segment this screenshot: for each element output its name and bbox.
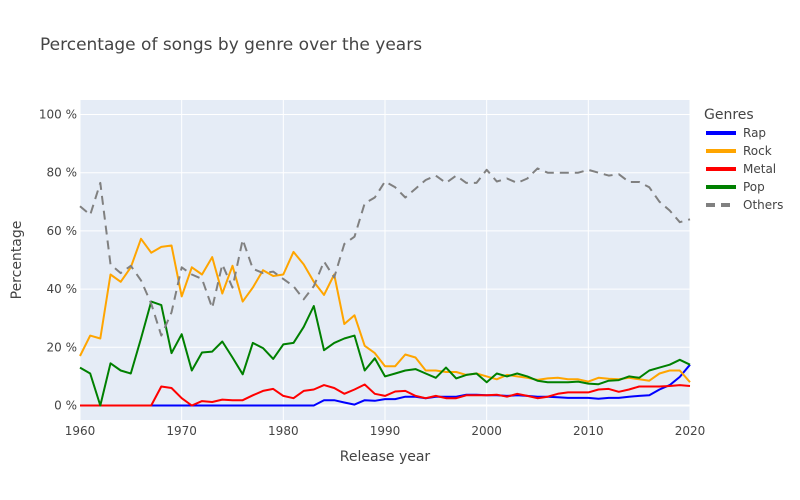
y-axis: 0 % 20 % 40 % 60 % 80 % 100 % xyxy=(39,108,77,413)
legend-item-metal[interactable]: Metal xyxy=(706,162,776,176)
x-tick-label: 2010 xyxy=(573,424,604,438)
x-tick-label: 1990 xyxy=(370,424,401,438)
legend-label: Rap xyxy=(743,126,766,140)
y-tick-label: 40 % xyxy=(47,282,78,296)
y-axis-title: Percentage xyxy=(9,221,25,300)
y-tick-label: 20 % xyxy=(47,340,78,354)
x-tick-label: 1960 xyxy=(65,424,96,438)
legend-label: Pop xyxy=(743,180,765,194)
legend-label: Rock xyxy=(743,144,772,158)
legend: Rap Rock Metal Pop Others xyxy=(706,126,783,212)
x-tick-label: 2020 xyxy=(675,424,706,438)
series-line-metal[interactable] xyxy=(80,383,691,407)
x-tick-label: 1970 xyxy=(166,424,197,438)
series-line-pop[interactable] xyxy=(79,300,691,407)
x-axis-title: Release year xyxy=(340,449,431,465)
x-tick-label: 2000 xyxy=(471,424,502,438)
legend-item-rap[interactable]: Rap xyxy=(706,126,766,140)
series-line-others[interactable] xyxy=(79,167,691,337)
legend-title[interactable]: Genres xyxy=(704,107,754,123)
legend-item-pop[interactable]: Pop xyxy=(706,180,765,194)
x-axis: 1960 1970 1980 1990 2000 2010 2020 xyxy=(65,424,706,438)
legend-label: Others xyxy=(743,198,783,212)
legend-label: Metal xyxy=(743,162,776,176)
y-tick-label: 80 % xyxy=(47,166,78,180)
y-tick-label: 100 % xyxy=(39,108,77,122)
x-tick-label: 1980 xyxy=(268,424,299,438)
y-tick-label: 60 % xyxy=(47,224,78,238)
series-line-rock[interactable] xyxy=(79,237,691,383)
series-line-rap[interactable] xyxy=(80,364,691,407)
y-tick-label: 0 % xyxy=(54,398,77,412)
legend-item-rock[interactable]: Rock xyxy=(706,144,772,158)
chart-title: Percentage of songs by genre over the ye… xyxy=(40,35,422,55)
series-layer xyxy=(79,167,691,407)
legend-item-others[interactable]: Others xyxy=(706,198,783,212)
